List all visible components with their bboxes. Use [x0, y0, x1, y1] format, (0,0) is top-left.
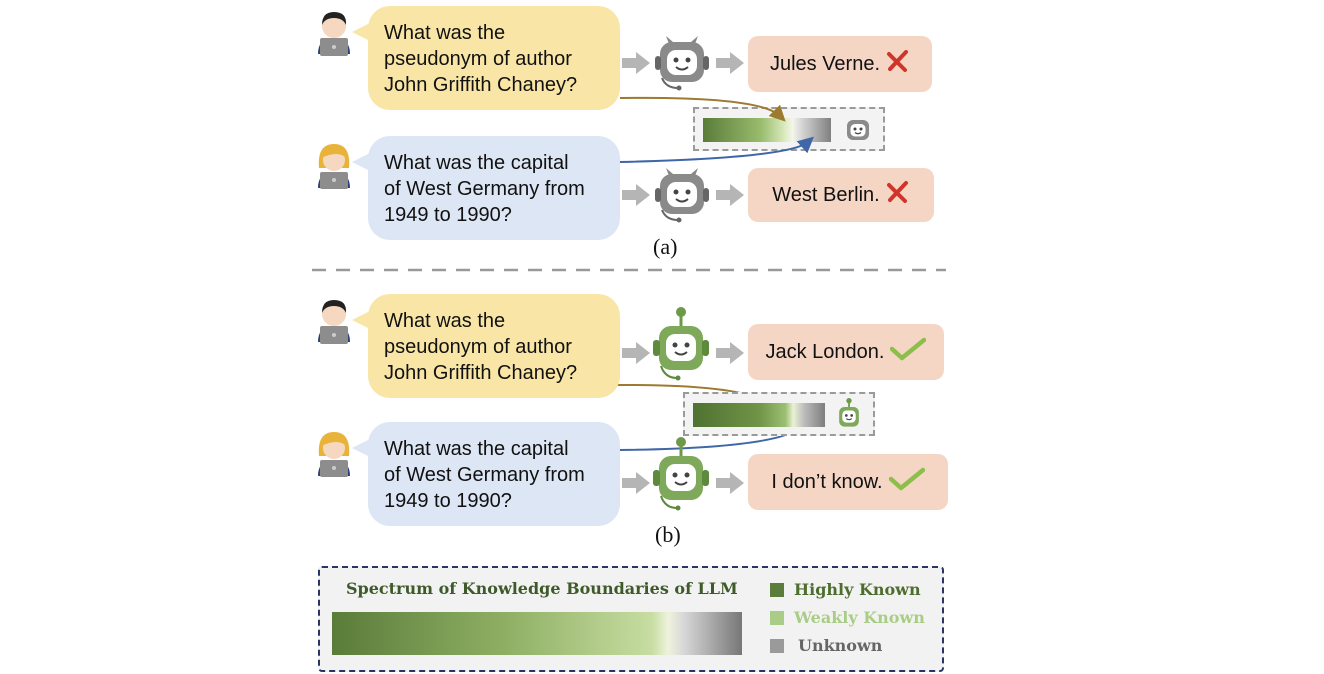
- question-line: 1949 to 1990?: [384, 490, 512, 512]
- robot-icon: [650, 306, 712, 387]
- cross-icon: [886, 180, 910, 210]
- question-line: What was the capital: [384, 438, 569, 460]
- user-man-icon: [310, 6, 358, 61]
- question-bubble-1: What was the pseudonym of author John Gr…: [368, 6, 620, 110]
- legend: Spectrum of Knowledge Boundaries of LLM …: [318, 566, 944, 672]
- knowledge-spectrum-bar: [693, 403, 825, 427]
- user-man-icon: [310, 294, 358, 349]
- robot-icon: [652, 32, 712, 97]
- legend-item-highly-known: Highly Known: [770, 580, 921, 599]
- right-arrow-icon: [716, 52, 744, 74]
- question-line: pseudonym of author: [384, 336, 572, 358]
- answer-box-1: Jack London.: [748, 324, 944, 380]
- cross-icon: [886, 49, 910, 79]
- legend-title: Spectrum of Knowledge Boundaries of LLM: [346, 579, 738, 598]
- robot-icon: [843, 115, 873, 150]
- legend-item-unknown: Unknown: [770, 636, 882, 655]
- check-icon: [890, 337, 927, 367]
- caption-b: (b): [655, 522, 681, 547]
- robot-icon: [652, 164, 712, 229]
- question-line: of West Germany from: [384, 178, 585, 200]
- question-line: 1949 to 1990?: [384, 204, 512, 226]
- answer-box-2: West Berlin.: [748, 168, 934, 222]
- answer-text: Jack London.: [765, 340, 885, 363]
- user-woman-icon: [310, 138, 358, 195]
- robot-icon: [650, 436, 712, 517]
- right-arrow-icon: [716, 184, 744, 206]
- right-arrow-icon: [716, 472, 744, 494]
- knowledge-spectrum-bar: [703, 118, 831, 142]
- question-line: What was the capital: [384, 152, 569, 174]
- legend-label: Unknown: [798, 636, 883, 655]
- question-line: pseudonym of author: [384, 48, 572, 70]
- bubble-tail: [352, 310, 372, 330]
- bubble-tail: [352, 22, 372, 42]
- knowledge-spectrum-box: [683, 392, 875, 436]
- check-icon: [888, 467, 925, 497]
- answer-text: Jules Verne.: [769, 52, 881, 75]
- question-bubble-1: What was the pseudonym of author John Gr…: [368, 294, 620, 398]
- question-bubble-2: What was the capital of West Germany fro…: [368, 136, 620, 240]
- right-arrow-icon: [716, 342, 744, 364]
- question-line: What was the: [384, 310, 506, 332]
- answer-box-1: Jules Verne.: [748, 36, 932, 92]
- legend-label: Weakly Known: [794, 608, 925, 627]
- panel-divider: [312, 268, 946, 272]
- legend-spectrum-bar: [332, 612, 742, 655]
- caption-a: (a): [653, 234, 678, 259]
- question-line: John Griffith Chaney?: [384, 74, 578, 96]
- answer-text: West Berlin.: [772, 183, 880, 206]
- user-woman-icon: [310, 426, 358, 483]
- right-arrow-icon: [622, 342, 650, 364]
- legend-item-weakly-known: Weakly Known: [770, 608, 925, 627]
- legend-label: Highly Known: [794, 580, 921, 599]
- legend-swatch: [770, 638, 784, 653]
- legend-swatch: [770, 610, 784, 625]
- knowledge-spectrum-box: [693, 107, 885, 151]
- question-bubble-2: What was the capital of West Germany fro…: [368, 422, 620, 526]
- legend-swatch: [770, 582, 784, 597]
- question-line: John Griffith Chaney?: [384, 362, 578, 384]
- right-arrow-icon: [622, 472, 650, 494]
- right-arrow-icon: [622, 52, 650, 74]
- question-line: What was the: [384, 22, 506, 44]
- bubble-tail: [352, 438, 372, 458]
- right-arrow-icon: [622, 184, 650, 206]
- bubble-tail: [352, 152, 372, 172]
- question-line: of West Germany from: [384, 464, 585, 486]
- robot-icon: [835, 398, 863, 437]
- answer-text: I don’t know.: [771, 470, 883, 493]
- answer-box-2: I don’t know.: [748, 454, 948, 510]
